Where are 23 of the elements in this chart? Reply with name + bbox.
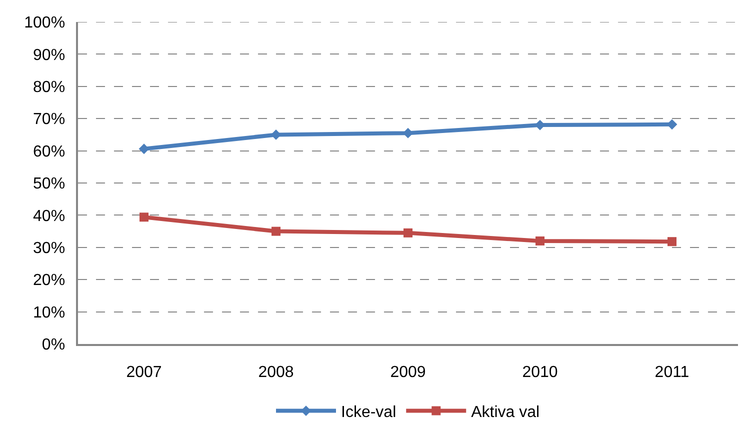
x-tick-label: 2011 — [654, 364, 690, 381]
y-tick-label: 30% — [33, 240, 66, 257]
y-tick-label: 10% — [33, 304, 66, 322]
y-tick-label: 60% — [33, 143, 66, 160]
point — [140, 212, 148, 222]
y-tick-label: 0% — [42, 336, 66, 354]
y-tick-label: 80% — [33, 79, 66, 96]
y-tick-label: 90% — [33, 46, 66, 64]
x-tick-label: 2007 — [126, 364, 162, 381]
y-tick-label: 100% — [24, 14, 66, 32]
point — [272, 226, 280, 236]
x-tick-label: 2010 — [522, 364, 558, 381]
y-tick-label: 70% — [33, 111, 66, 128]
y-tick-label: 40% — [33, 208, 66, 225]
y-tick-label: 50% — [33, 176, 66, 193]
point — [668, 237, 676, 246]
legend-label: Aktiva val — [471, 404, 540, 422]
y-tick-label: 20% — [33, 272, 66, 290]
point — [404, 228, 412, 238]
legend-label: Icke-val — [341, 404, 396, 422]
x-tick-label: 2008 — [258, 364, 294, 381]
point — [536, 236, 544, 246]
x-tick-label: 2009 — [390, 364, 426, 381]
